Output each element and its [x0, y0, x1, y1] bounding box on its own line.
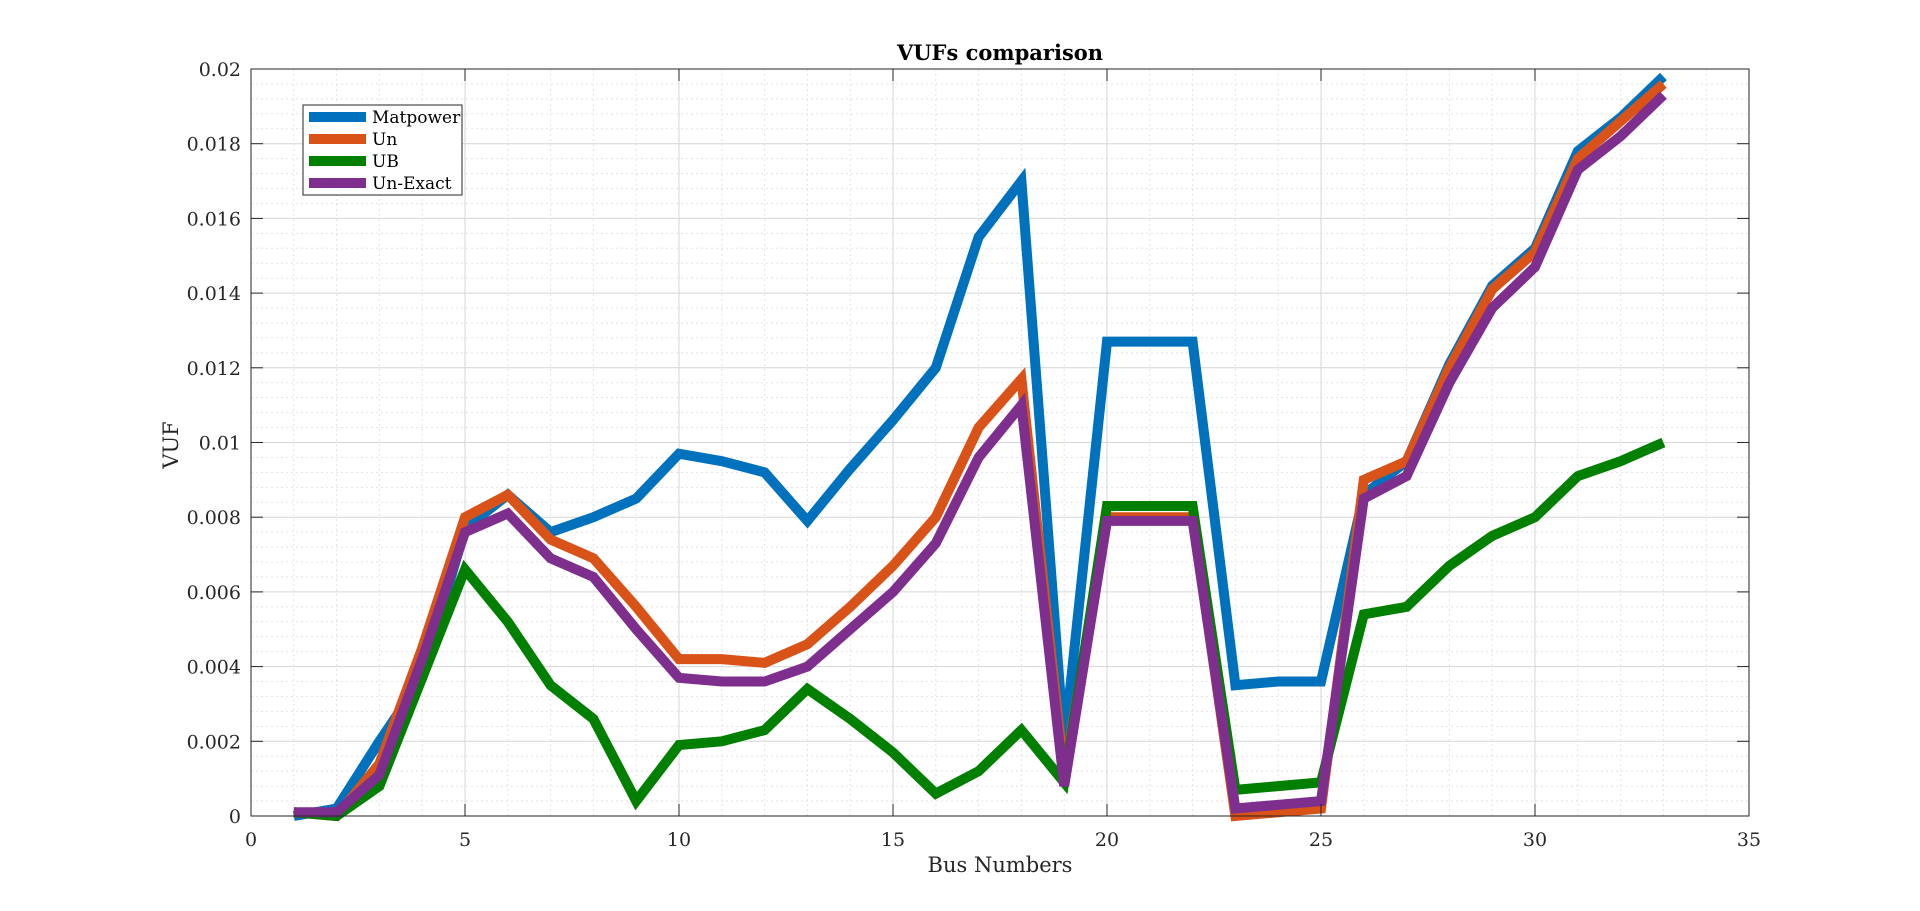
y-tick-label: 0.014 — [187, 283, 241, 305]
y-tick-label: 0.018 — [187, 134, 241, 156]
y-tick-label: 0.012 — [187, 358, 241, 380]
x-tick-label: 30 — [1523, 829, 1547, 851]
series-group — [292, 72, 1667, 822]
x-tick-label: 35 — [1737, 829, 1761, 851]
y-tick-label: 0.006 — [187, 582, 241, 604]
axis-ticks — [250, 68, 1750, 817]
y-tick-label: 0.02 — [199, 59, 241, 81]
x-tick-label: 20 — [1095, 829, 1119, 851]
x-axis-label: Bus Numbers — [928, 853, 1073, 877]
y-tick-label: 0.004 — [187, 657, 241, 679]
x-tick-labels: 0 5 10 15 20 25 30 35 — [245, 829, 1761, 851]
y-tick-label: 0.008 — [187, 507, 241, 529]
series-line-ub — [293, 437, 1666, 822]
y-tick-label: 0 — [229, 806, 241, 828]
x-tick-label: 10 — [667, 829, 691, 851]
x-tick-label: 0 — [245, 829, 257, 851]
series-line-un — [293, 80, 1667, 822]
x-tick-label: 5 — [459, 829, 471, 851]
legend-label: UB — [372, 152, 399, 172]
legend-label: Matpower — [372, 108, 461, 128]
y-axis-label: VUF — [159, 421, 183, 469]
series-line-un-exact — [293, 91, 1667, 818]
y-tick-labels: 0 0.002 0.004 0.006 0.008 0.01 0.012 0.014 0.016… — [187, 59, 241, 828]
y-tick-label: 0.01 — [199, 433, 241, 455]
legend-label: Un-Exact — [372, 174, 452, 194]
y-tick-label: 0.002 — [187, 731, 241, 753]
x-tick-label: 15 — [881, 829, 905, 851]
chart-title: VUFs comparison — [896, 40, 1103, 65]
x-tick-label: 25 — [1309, 829, 1333, 851]
y-tick-label: 0.016 — [187, 208, 241, 230]
legend-label: Un — [372, 130, 397, 150]
